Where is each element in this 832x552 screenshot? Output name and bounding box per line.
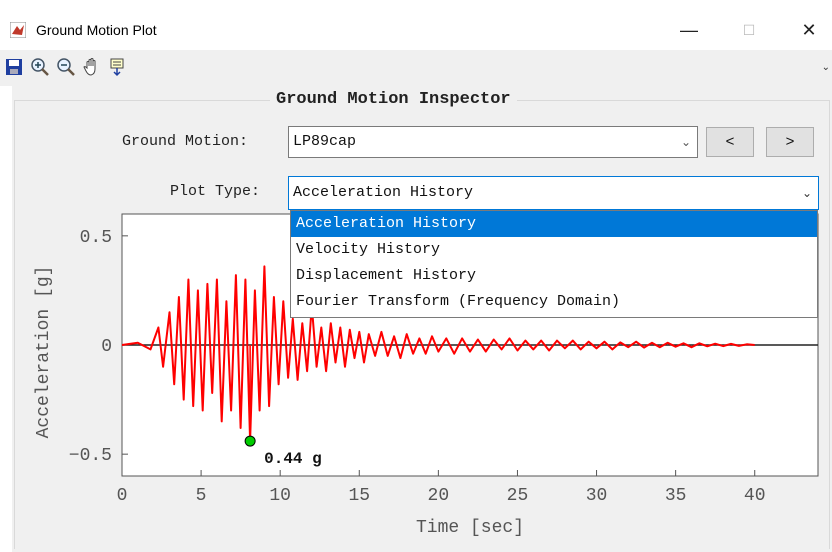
x-tick-label: 35 bbox=[665, 486, 687, 506]
chevron-down-icon: ⌄ bbox=[801, 186, 813, 200]
matlab-app-icon bbox=[10, 22, 26, 38]
acceleration-series-line bbox=[121, 265, 755, 443]
y-axis-label: Acceleration [g] bbox=[34, 266, 54, 439]
pan-hand-icon[interactable] bbox=[82, 56, 102, 78]
x-tick-label: 5 bbox=[196, 486, 207, 506]
previous-motion-button[interactable]: < bbox=[706, 127, 754, 157]
save-icon[interactable] bbox=[4, 56, 24, 78]
y-tick-label: 0.5 bbox=[80, 228, 112, 248]
x-tick-label: 0 bbox=[117, 486, 128, 506]
zoom-in-icon[interactable] bbox=[30, 56, 50, 78]
x-axis-label: Time [sec] bbox=[416, 518, 524, 538]
ground-motion-select[interactable]: LP89cap ⌄ bbox=[288, 126, 698, 158]
dropdown-option-displacement-history[interactable]: Displacement History bbox=[296, 267, 477, 284]
data-cursor-icon[interactable] bbox=[108, 56, 128, 78]
dropdown-option-velocity-history[interactable]: Velocity History bbox=[296, 241, 441, 258]
maximize-button[interactable]: ☐ bbox=[742, 21, 756, 38]
close-button[interactable]: ✕ bbox=[801, 19, 817, 40]
peak-label: 0.44 g bbox=[264, 450, 322, 468]
ground-motion-label: Ground Motion: bbox=[122, 133, 249, 150]
plot-type-value: Acceleration History bbox=[293, 184, 474, 201]
dropdown-option-acceleration-history[interactable]: Acceleration History bbox=[291, 211, 817, 237]
peak-marker bbox=[244, 435, 256, 447]
x-tick-label: 20 bbox=[428, 486, 450, 506]
window-title-bar: Ground Motion Plot — ☐ ✕ bbox=[0, 0, 832, 50]
plot-type-dropdown-list[interactable]: Acceleration History Velocity History Di… bbox=[290, 210, 818, 318]
window-title: Ground Motion Plot bbox=[36, 22, 157, 38]
panel-title: Ground Motion Inspector bbox=[270, 90, 517, 109]
minimize-button[interactable]: — bbox=[680, 19, 698, 40]
x-tick-label: 25 bbox=[507, 486, 529, 506]
x-tick-label: 30 bbox=[586, 486, 608, 506]
plot-type-select[interactable]: Acceleration History ⌄ bbox=[288, 176, 819, 210]
chevron-down-icon: ⌄ bbox=[680, 135, 692, 149]
toolbar: ⌄ bbox=[0, 50, 832, 86]
x-tick-label: 15 bbox=[348, 486, 370, 506]
x-tick-label: 10 bbox=[269, 486, 291, 506]
plot-type-label: Plot Type: bbox=[170, 183, 261, 200]
next-motion-button[interactable]: > bbox=[766, 127, 814, 157]
x-tick-label: 40 bbox=[744, 486, 766, 506]
toolbar-overflow-icon[interactable]: ⌄ bbox=[821, 62, 830, 73]
zoom-out-icon[interactable] bbox=[56, 56, 76, 78]
ground-motion-value: LP89cap bbox=[293, 133, 357, 150]
y-tick-label: −0.5 bbox=[69, 446, 112, 466]
y-tick-label: 0 bbox=[101, 337, 112, 357]
dropdown-option-fourier-transform[interactable]: Fourier Transform (Frequency Domain) bbox=[296, 293, 621, 310]
